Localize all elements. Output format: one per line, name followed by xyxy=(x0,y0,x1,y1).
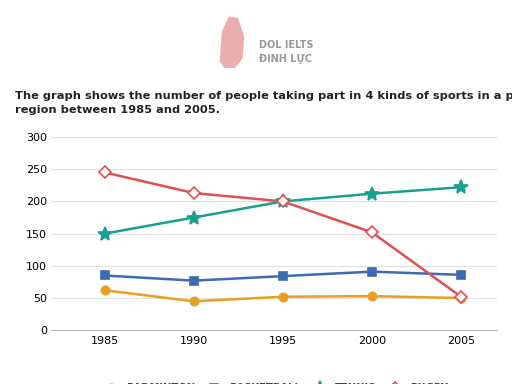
BADMINTON xyxy=(369,294,375,298)
Text: The graph shows the number of people taking part in 4 kinds of sports in a parti: The graph shows the number of people tak… xyxy=(15,91,512,115)
BADMINTON xyxy=(458,296,464,300)
BASKETBALL xyxy=(101,273,108,278)
BADMINTON xyxy=(190,299,197,304)
TENNIS xyxy=(369,191,375,196)
Line: TENNIS: TENNIS xyxy=(98,180,468,240)
Line: BADMINTON: BADMINTON xyxy=(100,286,465,305)
TENNIS xyxy=(190,215,197,220)
Legend: BADMINTON, BASKETBALL, TENNIS, RUGBY: BADMINTON, BASKETBALL, TENNIS, RUGBY xyxy=(96,379,452,384)
BASKETBALL xyxy=(458,273,464,277)
Polygon shape xyxy=(220,17,244,68)
TENNIS xyxy=(280,199,286,204)
BADMINTON xyxy=(280,295,286,299)
RUGBY xyxy=(369,230,375,235)
BASKETBALL xyxy=(369,269,375,274)
Line: RUGBY: RUGBY xyxy=(100,168,465,301)
TENNIS xyxy=(458,185,464,190)
Text: DOL IELTS
ĐINH LỰC: DOL IELTS ĐINH LỰC xyxy=(259,40,313,64)
TENNIS xyxy=(101,231,108,236)
BADMINTON xyxy=(101,288,108,293)
BASKETBALL xyxy=(190,278,197,283)
BASKETBALL xyxy=(280,274,286,278)
RUGBY xyxy=(458,295,464,299)
RUGBY xyxy=(190,191,197,195)
Line: BASKETBALL: BASKETBALL xyxy=(100,268,465,285)
RUGBY xyxy=(280,199,286,204)
RUGBY xyxy=(101,170,108,175)
